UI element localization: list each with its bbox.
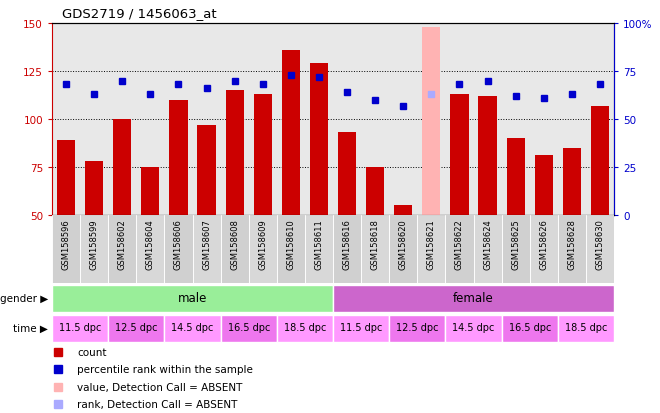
Text: GDS2719 / 1456063_at: GDS2719 / 1456063_at [62,7,216,20]
Bar [305,216,333,283]
Text: 16.5 dpc: 16.5 dpc [228,323,270,332]
Text: GSM158610: GSM158610 [286,219,296,270]
Text: 12.5 dpc: 12.5 dpc [396,323,438,332]
Bar [450,95,469,216]
Bar [366,168,384,216]
Bar [394,206,412,216]
Bar [446,216,473,283]
Text: GSM158624: GSM158624 [483,219,492,270]
Text: GSM158621: GSM158621 [427,219,436,270]
Bar [506,139,525,216]
Bar [535,156,553,216]
Text: value, Detection Call = ABSENT: value, Detection Call = ABSENT [77,382,243,392]
Text: male: male [178,291,207,304]
Text: GSM158602: GSM158602 [117,219,127,270]
Text: GSM158626: GSM158626 [539,219,548,270]
Bar [249,216,277,283]
Text: GSM158609: GSM158609 [258,219,267,270]
Bar [338,133,356,216]
Bar [52,216,80,283]
Bar [333,315,389,342]
Bar [473,216,502,283]
Bar [193,216,220,283]
Bar [220,216,249,283]
Bar [591,106,609,216]
Text: 14.5 dpc: 14.5 dpc [172,323,214,332]
Text: GSM158607: GSM158607 [202,219,211,270]
Text: time ▶: time ▶ [13,323,48,333]
Bar [108,315,164,342]
Bar [389,216,417,283]
Text: GSM158625: GSM158625 [511,219,520,270]
Bar [52,285,333,312]
Bar [57,141,75,216]
Bar [52,315,108,342]
Text: 18.5 dpc: 18.5 dpc [565,323,607,332]
Bar [502,216,530,283]
Text: gender ▶: gender ▶ [0,293,48,303]
Text: GSM158628: GSM158628 [568,219,576,270]
Bar [446,315,502,342]
Text: GSM158606: GSM158606 [174,219,183,270]
Bar [282,51,300,216]
Bar [277,216,305,283]
Bar [170,100,187,216]
Bar [502,315,558,342]
Text: 11.5 dpc: 11.5 dpc [340,323,382,332]
Bar [85,162,103,216]
Bar [530,216,558,283]
Text: percentile rank within the sample: percentile rank within the sample [77,364,253,374]
Bar [141,168,160,216]
Bar [422,28,440,216]
Text: 14.5 dpc: 14.5 dpc [452,323,495,332]
Bar [220,315,277,342]
Bar [478,97,497,216]
Text: GSM158604: GSM158604 [146,219,155,270]
Bar [333,285,614,312]
Text: GSM158620: GSM158620 [399,219,408,270]
Bar [226,91,244,216]
Text: 16.5 dpc: 16.5 dpc [508,323,551,332]
Text: female: female [453,291,494,304]
Bar [277,315,333,342]
Bar [137,216,164,283]
Bar [333,216,361,283]
Bar [417,216,446,283]
Bar [389,315,446,342]
Bar [310,64,328,216]
Text: 18.5 dpc: 18.5 dpc [284,323,326,332]
Text: 11.5 dpc: 11.5 dpc [59,323,101,332]
Text: 12.5 dpc: 12.5 dpc [115,323,158,332]
Bar [558,216,586,283]
Bar [253,95,272,216]
Bar [563,148,581,216]
Bar [197,126,216,216]
Bar [164,315,220,342]
Text: GSM158622: GSM158622 [455,219,464,270]
Text: GSM158630: GSM158630 [595,219,605,270]
Bar [361,216,389,283]
Text: GSM158616: GSM158616 [343,219,352,270]
Text: rank, Detection Call = ABSENT: rank, Detection Call = ABSENT [77,399,238,409]
Bar [80,216,108,283]
Bar [108,216,137,283]
Text: GSM158608: GSM158608 [230,219,239,270]
Text: GSM158599: GSM158599 [90,219,98,269]
Bar [113,120,131,216]
Text: count: count [77,347,107,357]
Bar [558,315,614,342]
Bar [586,216,614,283]
Text: GSM158618: GSM158618 [371,219,379,270]
Text: GSM158596: GSM158596 [61,219,71,270]
Text: GSM158611: GSM158611 [314,219,323,270]
Bar [164,216,193,283]
